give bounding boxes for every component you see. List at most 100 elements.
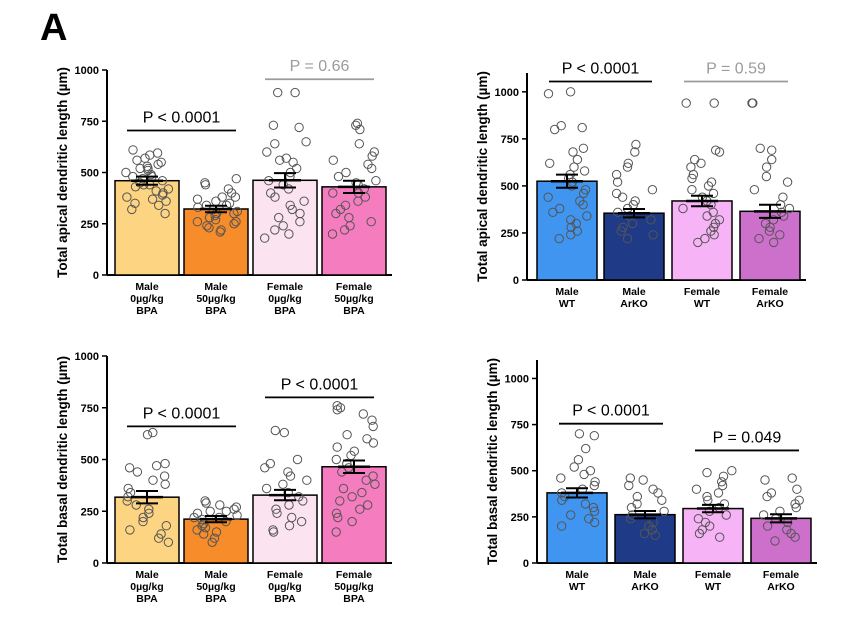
data-point bbox=[273, 87, 283, 98]
data-point bbox=[749, 185, 760, 195]
data-point bbox=[578, 200, 588, 210]
x-tick-label: Male bbox=[135, 281, 159, 293]
panel-label: A bbox=[40, 7, 67, 49]
data-point bbox=[367, 163, 377, 174]
bar bbox=[114, 179, 180, 276]
x-tick-label: BPA bbox=[136, 305, 158, 317]
data-point bbox=[700, 233, 710, 244]
data-point bbox=[709, 230, 719, 240]
data-point bbox=[366, 217, 376, 227]
x-tick-label: ArKO bbox=[620, 298, 647, 310]
y-axis-label: Total basal dendritic length (µm) bbox=[55, 356, 70, 563]
x-tick-label: Female bbox=[752, 286, 788, 298]
y-tick-label: 1000 bbox=[505, 373, 529, 385]
data-point bbox=[557, 495, 567, 505]
data-point bbox=[215, 500, 225, 510]
data-point bbox=[262, 147, 272, 157]
data-point bbox=[653, 488, 663, 498]
significance-label: P < 0.0001 bbox=[143, 405, 221, 422]
data-point bbox=[362, 434, 372, 444]
data-point bbox=[589, 517, 600, 528]
y-tick-label: 1000 bbox=[75, 65, 99, 77]
data-point bbox=[368, 421, 378, 432]
y-tick-label: 500 bbox=[81, 168, 99, 180]
data-point bbox=[702, 467, 712, 478]
data-point bbox=[681, 98, 691, 108]
data-point bbox=[579, 166, 590, 176]
x-tick-label: Female bbox=[267, 569, 303, 581]
data-point bbox=[705, 521, 715, 531]
x-tick-label: 0µg/kg bbox=[130, 293, 163, 305]
data-point bbox=[204, 212, 215, 223]
y-tick-label: 500 bbox=[81, 455, 99, 467]
data-point bbox=[790, 532, 800, 542]
y-tick-label: 0 bbox=[523, 558, 529, 570]
bar bbox=[603, 212, 665, 281]
data-point bbox=[550, 124, 560, 135]
data-point bbox=[573, 455, 584, 465]
chart-basal-bpa: 0 250 500 750 1000 Total basal dendritic leng… bbox=[55, 351, 392, 605]
data-point bbox=[589, 480, 599, 491]
data-point bbox=[631, 139, 641, 150]
data-point bbox=[647, 525, 657, 535]
data-point bbox=[331, 508, 342, 518]
data-point bbox=[270, 192, 280, 202]
data-point bbox=[687, 173, 697, 184]
data-point bbox=[693, 237, 703, 248]
bar bbox=[321, 465, 387, 564]
data-point bbox=[545, 158, 555, 169]
data-point bbox=[202, 221, 212, 231]
data-point bbox=[688, 169, 699, 180]
data-point bbox=[294, 122, 304, 133]
data-point bbox=[135, 163, 145, 174]
y-tick-label: 750 bbox=[81, 116, 99, 128]
data-point bbox=[709, 98, 719, 108]
data-point bbox=[270, 425, 280, 436]
y-axis-label: Total apical dendritic length (µm) bbox=[55, 67, 70, 278]
data-point bbox=[727, 466, 737, 476]
data-point bbox=[127, 204, 137, 215]
data-point bbox=[557, 521, 567, 531]
data-point bbox=[268, 527, 279, 537]
y-tick-label: 1000 bbox=[495, 87, 519, 99]
data-point bbox=[284, 521, 295, 531]
y-tick-label: 250 bbox=[81, 219, 99, 231]
x-tick-label: ArKO bbox=[767, 581, 794, 593]
y-axis-label: Total apical dendritic length (µm) bbox=[475, 71, 490, 282]
data-point bbox=[260, 463, 270, 473]
data-point bbox=[647, 185, 658, 195]
data-point bbox=[192, 194, 203, 204]
data-point bbox=[590, 477, 600, 487]
data-point bbox=[301, 137, 311, 147]
data-point bbox=[589, 431, 599, 441]
y-tick-label: 750 bbox=[511, 420, 529, 432]
data-point bbox=[270, 225, 280, 235]
data-point bbox=[354, 139, 364, 149]
data-point bbox=[232, 510, 242, 521]
x-tick-label: Female bbox=[267, 281, 303, 293]
data-point bbox=[611, 188, 622, 199]
data-point bbox=[279, 427, 289, 438]
data-point bbox=[624, 480, 634, 491]
data-point bbox=[626, 502, 637, 513]
data-point bbox=[224, 198, 235, 209]
data-point bbox=[122, 192, 132, 202]
data-point bbox=[125, 525, 135, 535]
x-tick-label: Female bbox=[336, 569, 372, 581]
y-tick-label: 500 bbox=[501, 181, 519, 193]
data-point bbox=[702, 211, 712, 221]
data-point bbox=[287, 204, 297, 215]
data-point bbox=[122, 496, 132, 506]
data-point bbox=[708, 188, 719, 199]
data-point bbox=[261, 483, 272, 494]
data-point bbox=[784, 203, 795, 214]
data-point bbox=[292, 163, 302, 174]
data-point bbox=[630, 147, 640, 157]
data-point bbox=[338, 483, 349, 494]
bar bbox=[614, 513, 676, 564]
data-point bbox=[217, 192, 227, 202]
data-point bbox=[229, 219, 239, 229]
data-point bbox=[657, 495, 667, 505]
bar bbox=[546, 492, 608, 564]
y-tick-label: 250 bbox=[501, 228, 519, 240]
